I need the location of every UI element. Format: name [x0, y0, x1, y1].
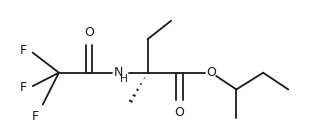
- Text: F: F: [20, 44, 27, 57]
- Text: N: N: [114, 66, 123, 79]
- Text: F: F: [32, 110, 39, 122]
- Text: O: O: [84, 26, 94, 39]
- Text: O: O: [206, 66, 216, 79]
- Text: H: H: [120, 74, 128, 84]
- Text: O: O: [175, 106, 185, 119]
- Text: F: F: [20, 81, 27, 94]
